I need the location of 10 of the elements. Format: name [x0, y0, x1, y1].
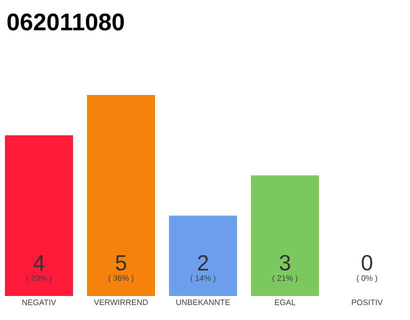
chart-title: 062011080 — [7, 14, 124, 30]
data-label: 3 — [280, 254, 290, 270]
data-label: 0 — [362, 254, 372, 270]
data-label: 4 — [33, 255, 44, 270]
bar — [4, 135, 74, 296]
data-label: 2 — [198, 255, 208, 270]
data-label: 5 — [116, 255, 126, 270]
bar — [86, 95, 156, 296]
bar — [168, 216, 238, 296]
bar — [250, 175, 320, 296]
